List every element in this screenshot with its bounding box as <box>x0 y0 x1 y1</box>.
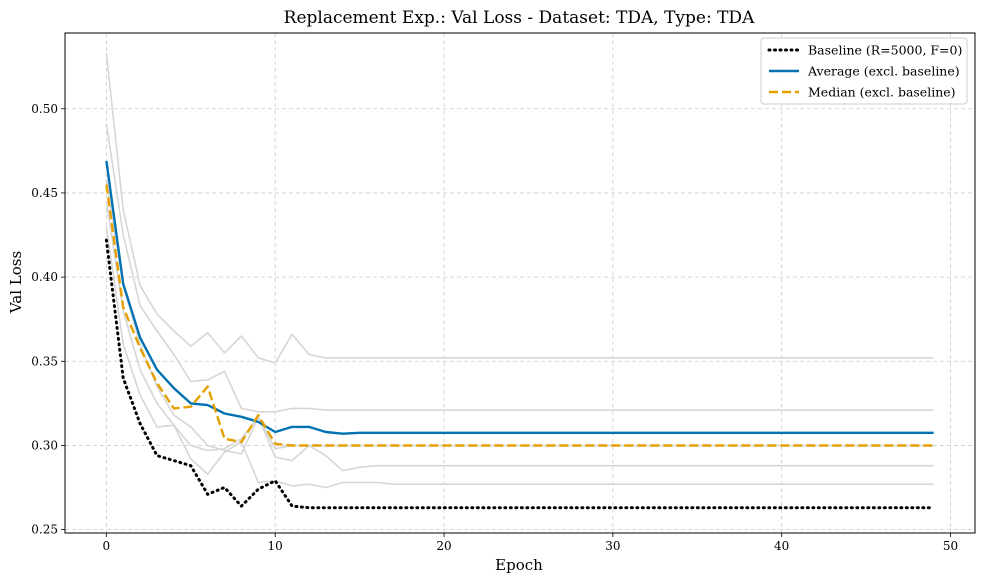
x-tick-label: 50 <box>943 539 958 553</box>
series-layer <box>104 160 936 510</box>
series-line-average <box>105 160 934 435</box>
background-runs <box>105 53 934 489</box>
legend-label: Median (excl. baseline) <box>808 85 956 100</box>
x-tick-label: 20 <box>436 539 451 553</box>
x-tick-label: 30 <box>605 539 620 553</box>
y-tick-label: 0.40 <box>31 270 58 284</box>
tick-layer: 0 10 20 30 40 50 0.25 0.30 0.35 0.40 0.45 0.50 <box>31 102 958 553</box>
y-tick-label: 0.35 <box>31 354 58 368</box>
plot-frame <box>64 32 976 534</box>
x-tick-label: 10 <box>268 539 283 553</box>
y-tick-label: 0.25 <box>31 523 58 537</box>
grid-layer <box>65 33 975 533</box>
legend: Baseline (R=5000, F=0) Average (excl. bas… <box>760 37 968 105</box>
background-run-line <box>105 123 934 413</box>
y-tick-label: 0.45 <box>31 186 58 200</box>
y-tick-label: 0.30 <box>31 438 58 452</box>
series-line-median <box>105 184 934 447</box>
background-run-line <box>105 53 934 364</box>
y-tick-label: 0.50 <box>31 102 58 116</box>
background-run-line <box>105 201 934 472</box>
series-line-baseline <box>104 238 936 510</box>
x-tick-label: 40 <box>774 539 789 553</box>
legend-box <box>760 37 968 105</box>
y-axis-label: Val Loss <box>7 251 25 314</box>
legend-label: Baseline (R=5000, F=0) <box>808 43 962 58</box>
background-run-line <box>105 226 934 489</box>
legend-label: Average (excl. baseline) <box>807 64 960 79</box>
x-axis-label: Epoch <box>495 556 543 574</box>
background-run-line <box>105 179 934 455</box>
x-tick-label: 0 <box>103 539 111 553</box>
chart-title: Replacement Exp.: Val Loss - Dataset: TD… <box>284 8 755 28</box>
